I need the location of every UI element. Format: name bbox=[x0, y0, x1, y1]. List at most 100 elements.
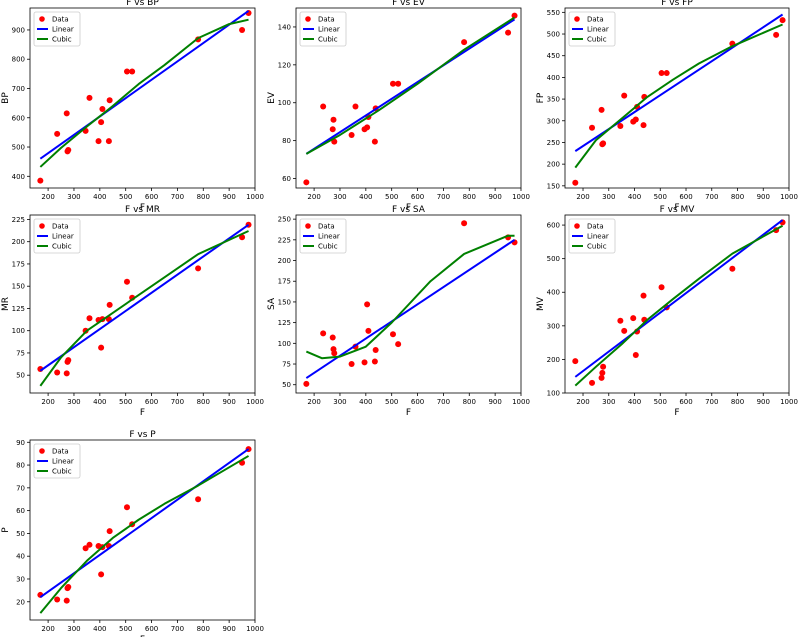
data-point bbox=[598, 374, 605, 381]
legend-marker-data bbox=[574, 16, 580, 22]
x-tick-label: 600 bbox=[145, 625, 158, 633]
x-tick-label: 500 bbox=[119, 193, 132, 201]
y-axis-label: P bbox=[1, 527, 11, 533]
data-point bbox=[129, 68, 136, 75]
data-point bbox=[65, 146, 72, 153]
data-point bbox=[98, 119, 105, 126]
linear-fit-line bbox=[39, 10, 250, 160]
plot-frame bbox=[29, 7, 256, 189]
y-tick-label: 60 bbox=[16, 507, 25, 515]
cubic-fit-line bbox=[305, 234, 515, 360]
data-point bbox=[348, 361, 355, 368]
legend-label-linear: Linear bbox=[318, 233, 340, 241]
x-tick-label: 900 bbox=[757, 193, 770, 201]
data-point bbox=[106, 528, 113, 535]
data-point bbox=[389, 80, 396, 87]
data-point bbox=[640, 292, 647, 299]
y-axis-label: SA bbox=[267, 297, 277, 310]
x-tick-label: 300 bbox=[333, 398, 346, 406]
y-tick-label: 20 bbox=[16, 598, 25, 606]
y-tick-label: 90 bbox=[16, 439, 25, 447]
plot-frame bbox=[295, 214, 522, 394]
x-tick-label: 300 bbox=[67, 193, 80, 201]
data-point bbox=[589, 379, 596, 386]
data-point bbox=[320, 103, 327, 110]
x-tick-label: 500 bbox=[385, 193, 398, 201]
y-tick-label: 300 bbox=[547, 322, 560, 330]
x-tick-label: 800 bbox=[463, 398, 476, 406]
y-tick-label: 500 bbox=[547, 255, 560, 263]
legend-marker-data bbox=[39, 16, 45, 22]
y-tick-label: 225 bbox=[278, 236, 291, 244]
data-point bbox=[195, 265, 202, 272]
x-axis-label: F bbox=[674, 408, 679, 418]
data-point bbox=[617, 317, 624, 324]
data-point bbox=[329, 334, 336, 341]
data-point bbox=[663, 70, 670, 77]
data-point bbox=[589, 124, 596, 131]
x-tick-label: 900 bbox=[222, 193, 235, 201]
y-axis-label: MV bbox=[536, 296, 546, 311]
y-tick-label: 150 bbox=[278, 298, 291, 306]
legend: Data Linear Cubic bbox=[33, 11, 81, 47]
x-tick-label: 900 bbox=[488, 398, 501, 406]
y-tick-label: 250 bbox=[547, 139, 560, 147]
y-tick-label: 350 bbox=[547, 96, 560, 104]
linear-fit-line bbox=[574, 219, 784, 378]
x-axis-label: F bbox=[140, 635, 145, 637]
data-point bbox=[95, 138, 102, 145]
data-point bbox=[82, 545, 89, 552]
cubic-fit-line bbox=[574, 23, 783, 169]
x-tick-label: 300 bbox=[67, 625, 80, 633]
y-tick-label: 60 bbox=[282, 175, 291, 183]
data-point bbox=[195, 496, 202, 503]
data-point bbox=[598, 106, 605, 113]
legend-label-cubic: Cubic bbox=[318, 36, 338, 44]
data-point bbox=[98, 344, 105, 351]
data-point bbox=[395, 80, 402, 87]
x-axis-label: F bbox=[674, 203, 679, 213]
subplot: F vs EV 200 300 400 500 600 700 800 900 1000 60 80 1… bbox=[267, 0, 530, 213]
y-tick-label: 150 bbox=[12, 283, 25, 291]
x-axis-label: F bbox=[406, 203, 411, 213]
subplot: F vs BP 200 300 400 500 600 700 800 900 1000 400 50… bbox=[1, 0, 264, 213]
data-point bbox=[106, 301, 113, 308]
x-tick-label: 1000 bbox=[246, 193, 264, 201]
x-tick-label: 700 bbox=[705, 398, 718, 406]
legend-label-data: Data bbox=[52, 448, 69, 456]
y-tick-label: 400 bbox=[12, 173, 25, 181]
y-tick-label: 900 bbox=[12, 26, 25, 34]
legend-box bbox=[33, 443, 81, 479]
data-point bbox=[371, 358, 378, 365]
y-tick-label: 40 bbox=[16, 553, 25, 561]
x-tick-label: 200 bbox=[41, 398, 54, 406]
legend: Data Linear Cubic bbox=[299, 218, 347, 254]
legend-label-data: Data bbox=[587, 223, 604, 231]
data-point bbox=[63, 110, 70, 117]
chart-title: F vs MR bbox=[125, 205, 160, 215]
data-point bbox=[632, 352, 639, 359]
y-tick-label: 70 bbox=[16, 484, 25, 492]
x-tick-label: 300 bbox=[67, 398, 80, 406]
data-point bbox=[572, 358, 579, 365]
legend-label-data: Data bbox=[318, 16, 335, 24]
data-point bbox=[632, 116, 639, 123]
x-axis-label: F bbox=[140, 408, 145, 418]
x-tick-label: 400 bbox=[359, 398, 372, 406]
data-point bbox=[99, 105, 106, 112]
subplot: F vs MR 200 300 400 500 600 700 800 900 1000 50 75 1… bbox=[1, 205, 264, 418]
chart-title: F vs EV bbox=[392, 0, 426, 8]
x-tick-label: 1000 bbox=[512, 193, 530, 201]
legend-box bbox=[33, 11, 81, 47]
x-tick-label: 600 bbox=[679, 193, 692, 201]
data-point bbox=[105, 138, 112, 145]
y-tick-label: 500 bbox=[547, 31, 560, 39]
legend-marker-data bbox=[305, 16, 311, 22]
legend-label-data: Data bbox=[52, 16, 69, 24]
linear-fit-line bbox=[305, 18, 516, 155]
data-point bbox=[621, 92, 628, 99]
data-point bbox=[600, 363, 607, 370]
y-tick-label: 100 bbox=[278, 99, 291, 107]
legend: Data Linear Cubic bbox=[568, 218, 616, 254]
